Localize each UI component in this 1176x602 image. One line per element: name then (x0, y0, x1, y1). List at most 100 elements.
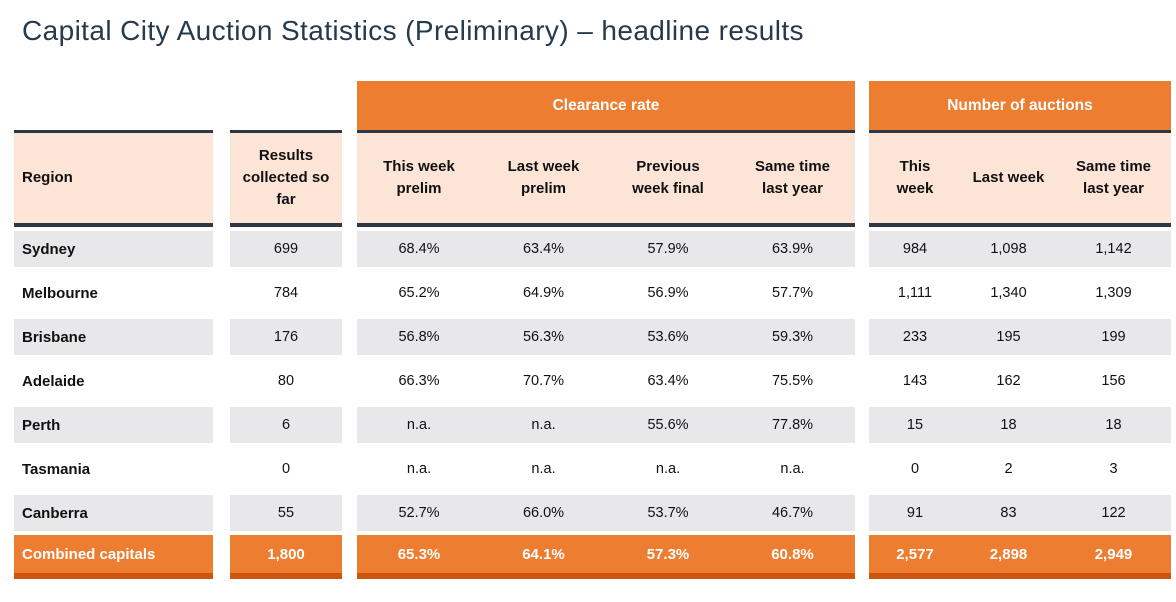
column-header-same-time-last-year-auctions: Same time last year (1056, 130, 1171, 227)
column-gap (213, 403, 230, 447)
total-cell: 2,898 (961, 535, 1056, 579)
column-header-this-week-prelim: This week prelim (357, 130, 481, 227)
column-gap (213, 227, 230, 271)
table-cell: n.a. (357, 447, 481, 491)
table-cell: 53.6% (606, 315, 730, 359)
column-gap (855, 81, 869, 130)
column-header-results-collected: Results collected so far (230, 130, 342, 227)
table-cell: 63.9% (730, 227, 855, 271)
column-gap (342, 447, 357, 491)
table-cell: 75.5% (730, 359, 855, 403)
auction-statistics-table: Clearance rate Number of auctions Region… (14, 81, 1176, 579)
group-header-number-of-auctions: Number of auctions (869, 81, 1171, 130)
column-gap (213, 359, 230, 403)
table-cell: 195 (961, 315, 1056, 359)
table-cell: n.a. (730, 447, 855, 491)
column-gap (342, 535, 357, 579)
table-cell: 233 (869, 315, 961, 359)
column-gap (342, 359, 357, 403)
total-cell: 2,577 (869, 535, 961, 579)
column-gap (342, 315, 357, 359)
column-gap (342, 271, 357, 315)
total-cell: 2,949 (1056, 535, 1171, 579)
total-cell: 57.3% (606, 535, 730, 579)
table-cell: 64.9% (481, 271, 606, 315)
column-gap (213, 447, 230, 491)
column-gap (213, 271, 230, 315)
total-region-cell: Combined capitals (14, 535, 213, 579)
table-cell: 46.7% (730, 491, 855, 535)
group-header-clearance-rate: Clearance rate (357, 81, 855, 130)
table-cell: 1,098 (961, 227, 1056, 271)
table-cell: 1,142 (1056, 227, 1171, 271)
table-cell: 55 (230, 491, 342, 535)
column-gap (855, 271, 869, 315)
column-header-last-week-auctions: Last week (961, 130, 1056, 227)
table-cell: 2 (961, 447, 1056, 491)
column-gap (213, 130, 230, 227)
column-gap (855, 130, 869, 227)
table-cell: 1,111 (869, 271, 961, 315)
table-cell: 15 (869, 403, 961, 447)
page-title: Capital City Auction Statistics (Prelimi… (22, 15, 804, 46)
table-cell: n.a. (606, 447, 730, 491)
table-cell: 80 (230, 359, 342, 403)
region-cell: Sydney (14, 227, 213, 271)
table-cell: 176 (230, 315, 342, 359)
region-cell: Canberra (14, 491, 213, 535)
table-cell: 77.8% (730, 403, 855, 447)
table-cell: 143 (869, 359, 961, 403)
column-gap (342, 491, 357, 535)
table-cell: 156 (1056, 359, 1171, 403)
table-cell: 66.0% (481, 491, 606, 535)
table-cell: 162 (961, 359, 1056, 403)
total-cell: 1,800 (230, 535, 342, 579)
table-cell: 199 (1056, 315, 1171, 359)
table-cell: 0 (869, 447, 961, 491)
table-cell: 0 (230, 447, 342, 491)
region-cell: Melbourne (14, 271, 213, 315)
table-cell: n.a. (481, 403, 606, 447)
table-cell: 18 (1056, 403, 1171, 447)
table-cell: 57.7% (730, 271, 855, 315)
column-gap (342, 81, 357, 130)
table-cell: 18 (961, 403, 1056, 447)
table-cell: 699 (230, 227, 342, 271)
column-header-last-week-prelim: Last week prelim (481, 130, 606, 227)
total-cell: 60.8% (730, 535, 855, 579)
column-gap (855, 535, 869, 579)
table-cell: 83 (961, 491, 1056, 535)
column-header-region: Region (14, 130, 213, 227)
region-cell: Brisbane (14, 315, 213, 359)
table-cell: 63.4% (606, 359, 730, 403)
table-cell: 57.9% (606, 227, 730, 271)
table-cell: n.a. (357, 403, 481, 447)
region-cell: Tasmania (14, 447, 213, 491)
table-cell: 56.8% (357, 315, 481, 359)
column-gap (213, 535, 230, 579)
table-cell: 6 (230, 403, 342, 447)
banner-spacer-region (14, 81, 213, 130)
column-gap (213, 315, 230, 359)
column-gap (342, 130, 357, 227)
table-cell: 984 (869, 227, 961, 271)
table-cell: 56.9% (606, 271, 730, 315)
table-cell: 122 (1056, 491, 1171, 535)
table-cell: 784 (230, 271, 342, 315)
table-cell: 63.4% (481, 227, 606, 271)
table-cell: 1,309 (1056, 271, 1171, 315)
column-header-previous-week-final: Previous week final (606, 130, 730, 227)
total-cell: 64.1% (481, 535, 606, 579)
column-header-this-week-auctions: This week (869, 130, 961, 227)
total-cell: 65.3% (357, 535, 481, 579)
column-gap (213, 491, 230, 535)
table-cell: 91 (869, 491, 961, 535)
column-gap (855, 227, 869, 271)
table-cell: 68.4% (357, 227, 481, 271)
table-cell: 1,340 (961, 271, 1056, 315)
table-cell: 66.3% (357, 359, 481, 403)
column-gap (855, 359, 869, 403)
table-cell: 56.3% (481, 315, 606, 359)
column-header-same-time-last-year-clearance: Same time last year (730, 130, 855, 227)
table-cell: 65.2% (357, 271, 481, 315)
